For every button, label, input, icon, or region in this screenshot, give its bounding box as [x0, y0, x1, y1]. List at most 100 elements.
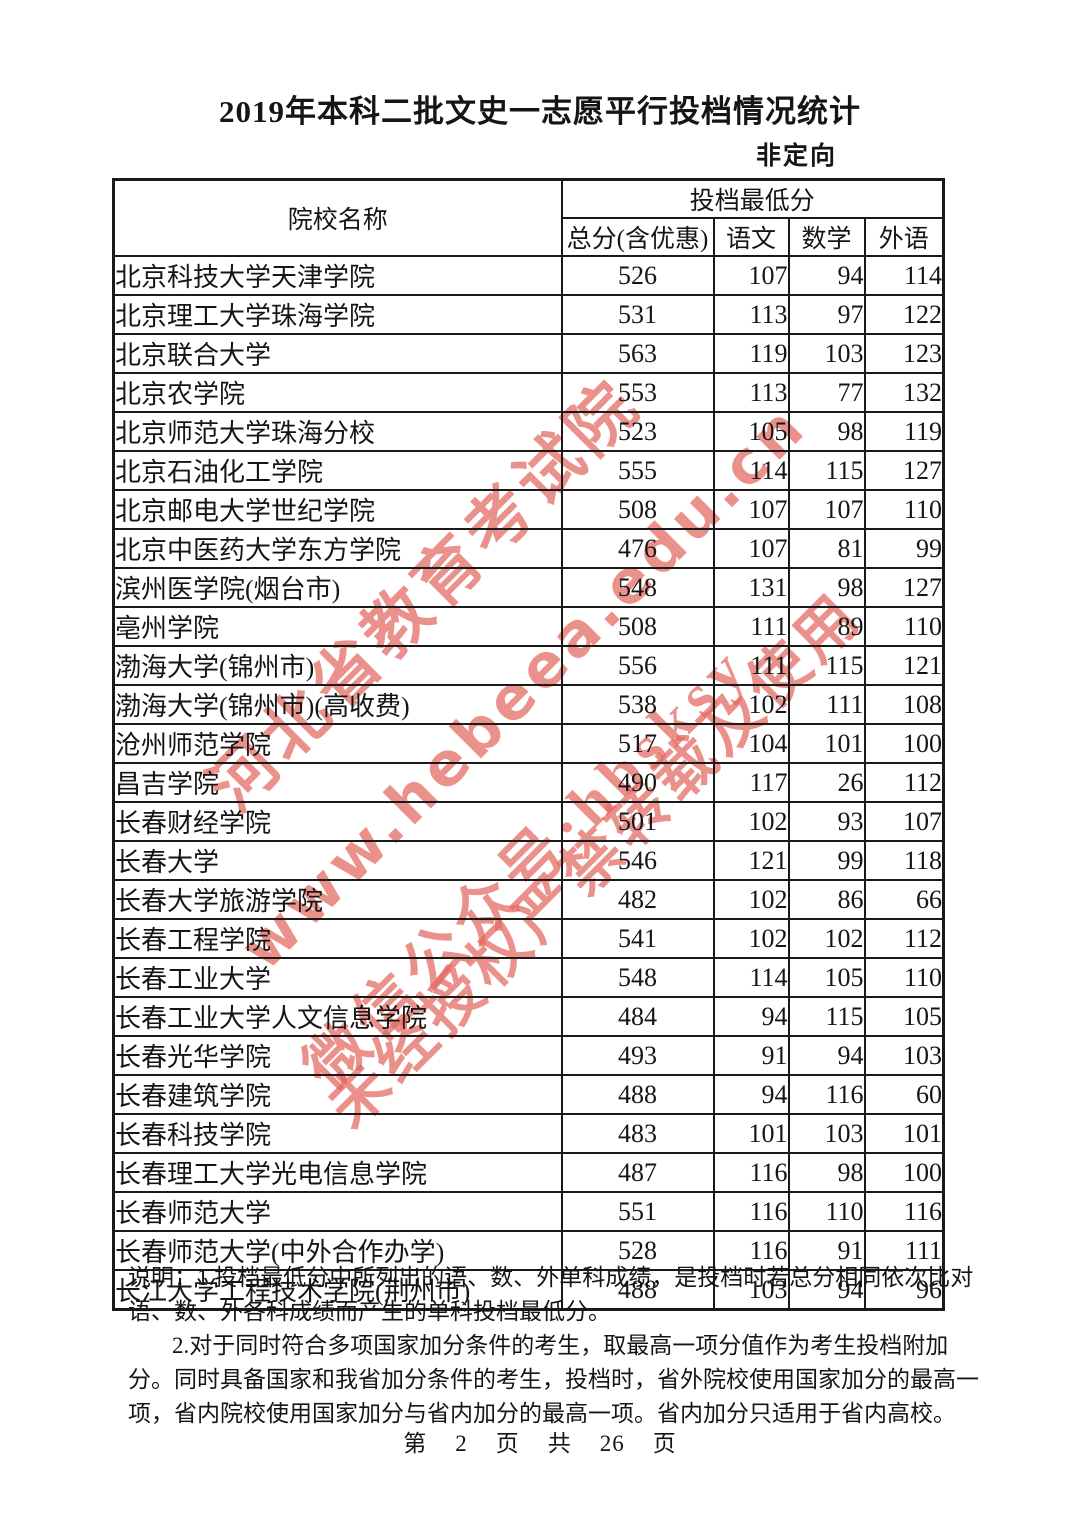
school-name-cell: 北京科技大学天津学院 [112, 255, 563, 296]
school-name-cell: 北京农学院 [112, 372, 563, 413]
total-score-cell: 546 [560, 840, 715, 881]
math-score-cell: 86 [787, 879, 866, 920]
table-row: 亳州学院 508 111 89 110 [112, 606, 945, 647]
school-name-cell: 沧州师范学院 [112, 723, 563, 764]
foreign-score-cell: 96 [863, 1269, 945, 1311]
header-total-score: 总分(含优惠) [560, 217, 715, 257]
foreign-score-cell: 103 [863, 1035, 945, 1076]
chinese-score-cell: 107 [712, 528, 790, 569]
total-score-cell: 508 [560, 489, 715, 530]
math-score-cell: 93 [787, 801, 866, 842]
page-title: 2019年本科二批文史一志愿平行投档情况统计 [219, 94, 861, 129]
chinese-score-cell: 113 [712, 372, 790, 413]
school-name-cell: 北京联合大学 [112, 333, 563, 374]
chinese-score-cell: 113 [712, 294, 790, 335]
total-score-cell: 493 [560, 1035, 715, 1076]
table-row: 长江大学工程技术学院(荆州市) 488 103 94 96 [112, 1269, 945, 1311]
math-score-cell: 94 [787, 255, 866, 296]
chinese-score-cell: 91 [712, 1035, 790, 1076]
foreign-score-cell: 123 [863, 333, 945, 374]
school-name-cell: 长春工程学院 [112, 918, 563, 959]
total-score-cell: 541 [560, 918, 715, 959]
page-footer: 第 2 页 共 26 页 [0, 1424, 1080, 1458]
table-row: 长春理工大学光电信息学院 487 116 98 100 [112, 1152, 945, 1193]
chinese-score-cell: 114 [712, 450, 790, 491]
foreign-score-cell: 110 [863, 489, 945, 530]
school-name-cell: 渤海大学(锦州市)(高收费) [112, 684, 563, 725]
table-row: 长春财经学院 501 102 93 107 [112, 801, 945, 842]
school-name-cell: 长春财经学院 [112, 801, 563, 842]
math-score-cell: 94 [787, 1035, 866, 1076]
total-score-cell: 548 [560, 567, 715, 608]
school-name-cell: 北京理工大学珠海学院 [112, 294, 563, 335]
foreign-score-cell: 99 [863, 528, 945, 569]
foreign-score-cell: 105 [863, 996, 945, 1037]
chinese-score-cell: 114 [712, 957, 790, 998]
total-score-cell: 483 [560, 1113, 715, 1154]
math-score-cell: 105 [787, 957, 866, 998]
school-name-cell: 长春光华学院 [112, 1035, 563, 1076]
chinese-score-cell: 107 [712, 489, 790, 530]
table-row: 长春大学 546 121 99 118 [112, 840, 945, 881]
math-score-cell: 111 [787, 684, 866, 725]
school-name-cell: 北京师范大学珠海分校 [112, 411, 563, 452]
chinese-score-cell: 116 [712, 1152, 790, 1193]
school-name-cell: 亳州学院 [112, 606, 563, 647]
header-min-score-group: 投档最低分 [560, 178, 945, 219]
foreign-score-cell: 118 [863, 840, 945, 881]
chinese-score-cell: 102 [712, 801, 790, 842]
math-score-cell: 98 [787, 1152, 866, 1193]
total-score-cell: 476 [560, 528, 715, 569]
note-line: 项，省内院校使用国家加分与省内加分的最高一项。省内加分只适用于省内高校。 [128, 1401, 956, 1426]
foreign-score-cell: 132 [863, 372, 945, 413]
foreign-score-cell: 127 [863, 567, 945, 608]
foreign-score-cell: 114 [863, 255, 945, 296]
table-row: 北京科技大学天津学院 526 107 94 114 [112, 255, 945, 296]
score-table: 院校名称 投档最低分 总分(含优惠) 语文 数学 外语 北京科技大学天津学院 5… [112, 178, 946, 1311]
math-score-cell: 89 [787, 606, 866, 647]
total-score-cell: 548 [560, 957, 715, 998]
chinese-score-cell: 111 [712, 645, 790, 686]
table-row: 长春师范大学 551 116 110 116 [112, 1191, 945, 1232]
score-table-header: 院校名称 投档最低分 总分(含优惠) 语文 数学 外语 [112, 178, 945, 257]
school-name-cell: 长春建筑学院 [112, 1074, 563, 1115]
foreign-score-cell: 127 [863, 450, 945, 491]
math-score-cell: 99 [787, 840, 866, 881]
math-score-cell: 110 [787, 1191, 866, 1232]
foreign-score-cell: 119 [863, 411, 945, 452]
table-row: 长春工业大学 548 114 105 110 [112, 957, 945, 998]
school-name-cell: 长春科技学院 [112, 1113, 563, 1154]
chinese-score-cell: 111 [712, 606, 790, 647]
table-row: 长春光华学院 493 91 94 103 [112, 1035, 945, 1076]
total-score-cell: 555 [560, 450, 715, 491]
score-table-body: 北京科技大学天津学院 526 107 94 114 北京理工大学珠海学院 531… [112, 255, 945, 1311]
math-score-cell: 115 [787, 996, 866, 1037]
chinese-score-cell: 94 [712, 1074, 790, 1115]
note-line: 说明：1.投档最低分中所列出的语、数、外单科成绩，是投档时若总分相同依次比对 [128, 1265, 974, 1290]
total-score-cell: 528 [560, 1230, 715, 1271]
foreign-score-cell: 100 [863, 1152, 945, 1193]
chinese-score-cell: 102 [712, 684, 790, 725]
note-line: 语、数、外各科成绩而产生的单科投档最低分。 [128, 1299, 611, 1324]
foreign-score-cell: 107 [863, 801, 945, 842]
footer-label-page: 页 [652, 1431, 677, 1456]
note-line: 2.对于同时符合多项国家加分条件的考生，取最高一项分值作为考生投档附加 [172, 1333, 949, 1358]
category-label: 非定向 [755, 143, 837, 170]
math-score-cell: 98 [787, 411, 866, 452]
math-score-cell: 94 [787, 1269, 866, 1311]
footer-total-pages: 26 [599, 1431, 625, 1456]
foreign-score-cell: 60 [863, 1074, 945, 1115]
table-row: 长春大学旅游学院 482 102 86 66 [112, 879, 945, 920]
school-name-cell: 北京石油化工学院 [112, 450, 563, 491]
table-row: 长春科技学院 483 101 103 101 [112, 1113, 945, 1154]
foreign-score-cell: 101 [863, 1113, 945, 1154]
header-school-name: 院校名称 [112, 178, 563, 257]
header-chinese-score: 语文 [712, 217, 790, 257]
table-row: 滨州医学院(烟台市) 548 131 98 127 [112, 567, 945, 608]
table-row: 北京石油化工学院 555 114 115 127 [112, 450, 945, 491]
foreign-score-cell: 112 [863, 762, 945, 803]
header-math-score: 数学 [787, 217, 866, 257]
school-name-cell: 北京中医药大学东方学院 [112, 528, 563, 569]
foreign-score-cell: 110 [863, 606, 945, 647]
chinese-score-cell: 94 [712, 996, 790, 1037]
